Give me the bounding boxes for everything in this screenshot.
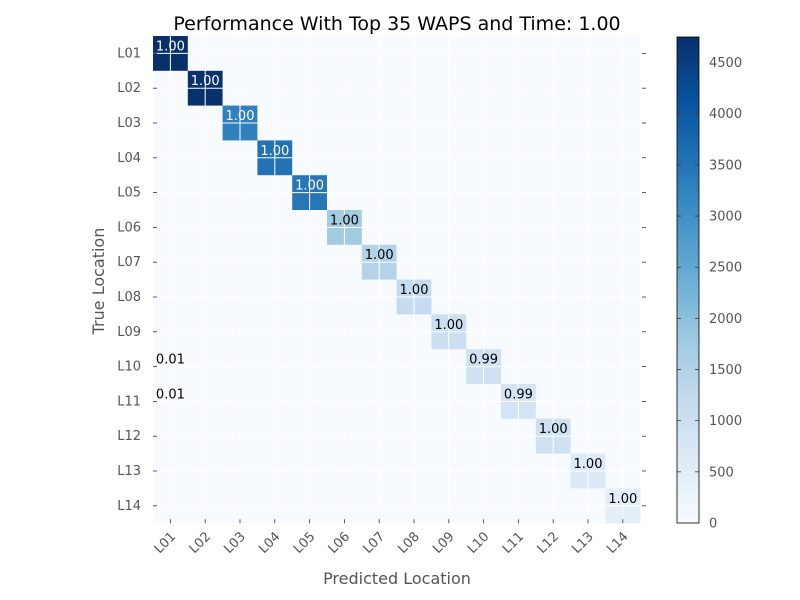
y-tick-label-L01: L01 xyxy=(117,46,141,61)
y-tick-label-L08: L08 xyxy=(117,290,141,305)
y-tick-label-L14: L14 xyxy=(117,499,141,514)
cell-label-L03-L03: 1.00 xyxy=(226,109,255,124)
y-tick-label-L11: L11 xyxy=(117,394,141,409)
cell-label-L11-L11: 0.99 xyxy=(504,387,533,402)
y-tick-label-L10: L10 xyxy=(117,360,141,375)
y-tick-label-L13: L13 xyxy=(117,464,141,479)
x-tick-label-L10: L10 xyxy=(465,529,492,556)
x-tick-label-L05: L05 xyxy=(291,529,318,556)
y-tick-label-L07: L07 xyxy=(117,255,141,270)
x-tick-label-L06: L06 xyxy=(326,529,353,556)
cell-label-L12-L12: 1.00 xyxy=(539,422,568,437)
cell-label-L02-L02: 1.00 xyxy=(191,74,220,89)
y-tick-label-L03: L03 xyxy=(117,116,141,131)
colorbar-tick-label-4000: 4000 xyxy=(709,107,742,122)
cell-labels-layer: 1.00 1.00 1.00 1.00 1.00 1.00 1.00 1.00 1.00 0.99… xyxy=(156,39,637,506)
x-tick-label-L03: L03 xyxy=(221,529,248,556)
cell-label-L13-L13: 1.00 xyxy=(574,457,603,472)
colorbar-gradient xyxy=(676,36,700,524)
cell-label-L11-L01: 0.01 xyxy=(156,387,185,402)
colorbar-tick-label-1000: 1000 xyxy=(709,414,742,429)
x-axis-title: Predicted Location xyxy=(323,569,471,588)
y-tick-label-L06: L06 xyxy=(117,220,141,235)
y-tick-label-L04: L04 xyxy=(117,151,141,166)
cell-label-L10-L10: 0.99 xyxy=(469,353,498,368)
chart-title: Performance With Top 35 WAPS and Time: 1… xyxy=(173,13,620,35)
cell-label-L01-L01: 1.00 xyxy=(156,39,185,54)
x-tick-label-L01: L01 xyxy=(152,529,179,556)
x-tick-label-L02: L02 xyxy=(187,529,214,556)
colorbar-tick-label-1500: 1500 xyxy=(709,363,742,378)
cell-label-L05-L05: 1.00 xyxy=(295,179,324,194)
cell-label-L14-L14: 1.00 xyxy=(608,492,637,507)
y-tick-label-L05: L05 xyxy=(117,186,141,201)
cell-label-L07-L07: 1.00 xyxy=(365,248,394,263)
colorbar: 0 500 1000 1500 2000 2500 3000 3500 4000 4500 xyxy=(676,36,742,532)
y-tick-label-L12: L12 xyxy=(117,429,141,444)
x-tick-label-L11: L11 xyxy=(500,529,527,556)
cell-label-L10-L01: 0.01 xyxy=(156,353,185,368)
y-tick-label-L02: L02 xyxy=(117,81,141,96)
cell-label-L08-L08: 1.00 xyxy=(400,283,429,298)
cell-label-L04-L04: 1.00 xyxy=(260,144,289,159)
cell-label-L09-L09: 1.00 xyxy=(434,318,463,333)
grid-layer xyxy=(153,36,641,524)
colorbar-tick-label-4500: 4500 xyxy=(709,56,742,71)
x-tick-label-L08: L08 xyxy=(395,529,422,556)
colorbar-tick-label-0: 0 xyxy=(709,517,717,532)
x-tick-label-L09: L09 xyxy=(430,529,457,556)
colorbar-tick-label-2500: 2500 xyxy=(709,261,742,276)
colorbar-tick-label-3000: 3000 xyxy=(709,210,742,225)
x-tick-label-L12: L12 xyxy=(535,529,562,556)
y-tick-label-L09: L09 xyxy=(117,325,141,340)
x-tick-label-L14: L14 xyxy=(604,529,631,556)
x-tick-label-L04: L04 xyxy=(256,529,283,556)
x-tick-label-L13: L13 xyxy=(569,529,596,556)
colorbar-tick-label-3500: 3500 xyxy=(709,158,742,173)
y-axis-title: True Location xyxy=(89,228,108,336)
cell-label-L06-L06: 1.00 xyxy=(330,213,359,228)
x-tick-label-L07: L07 xyxy=(361,529,388,556)
colorbar-tick-label-2000: 2000 xyxy=(709,312,742,327)
colorbar-tick-label-500: 500 xyxy=(709,465,734,480)
